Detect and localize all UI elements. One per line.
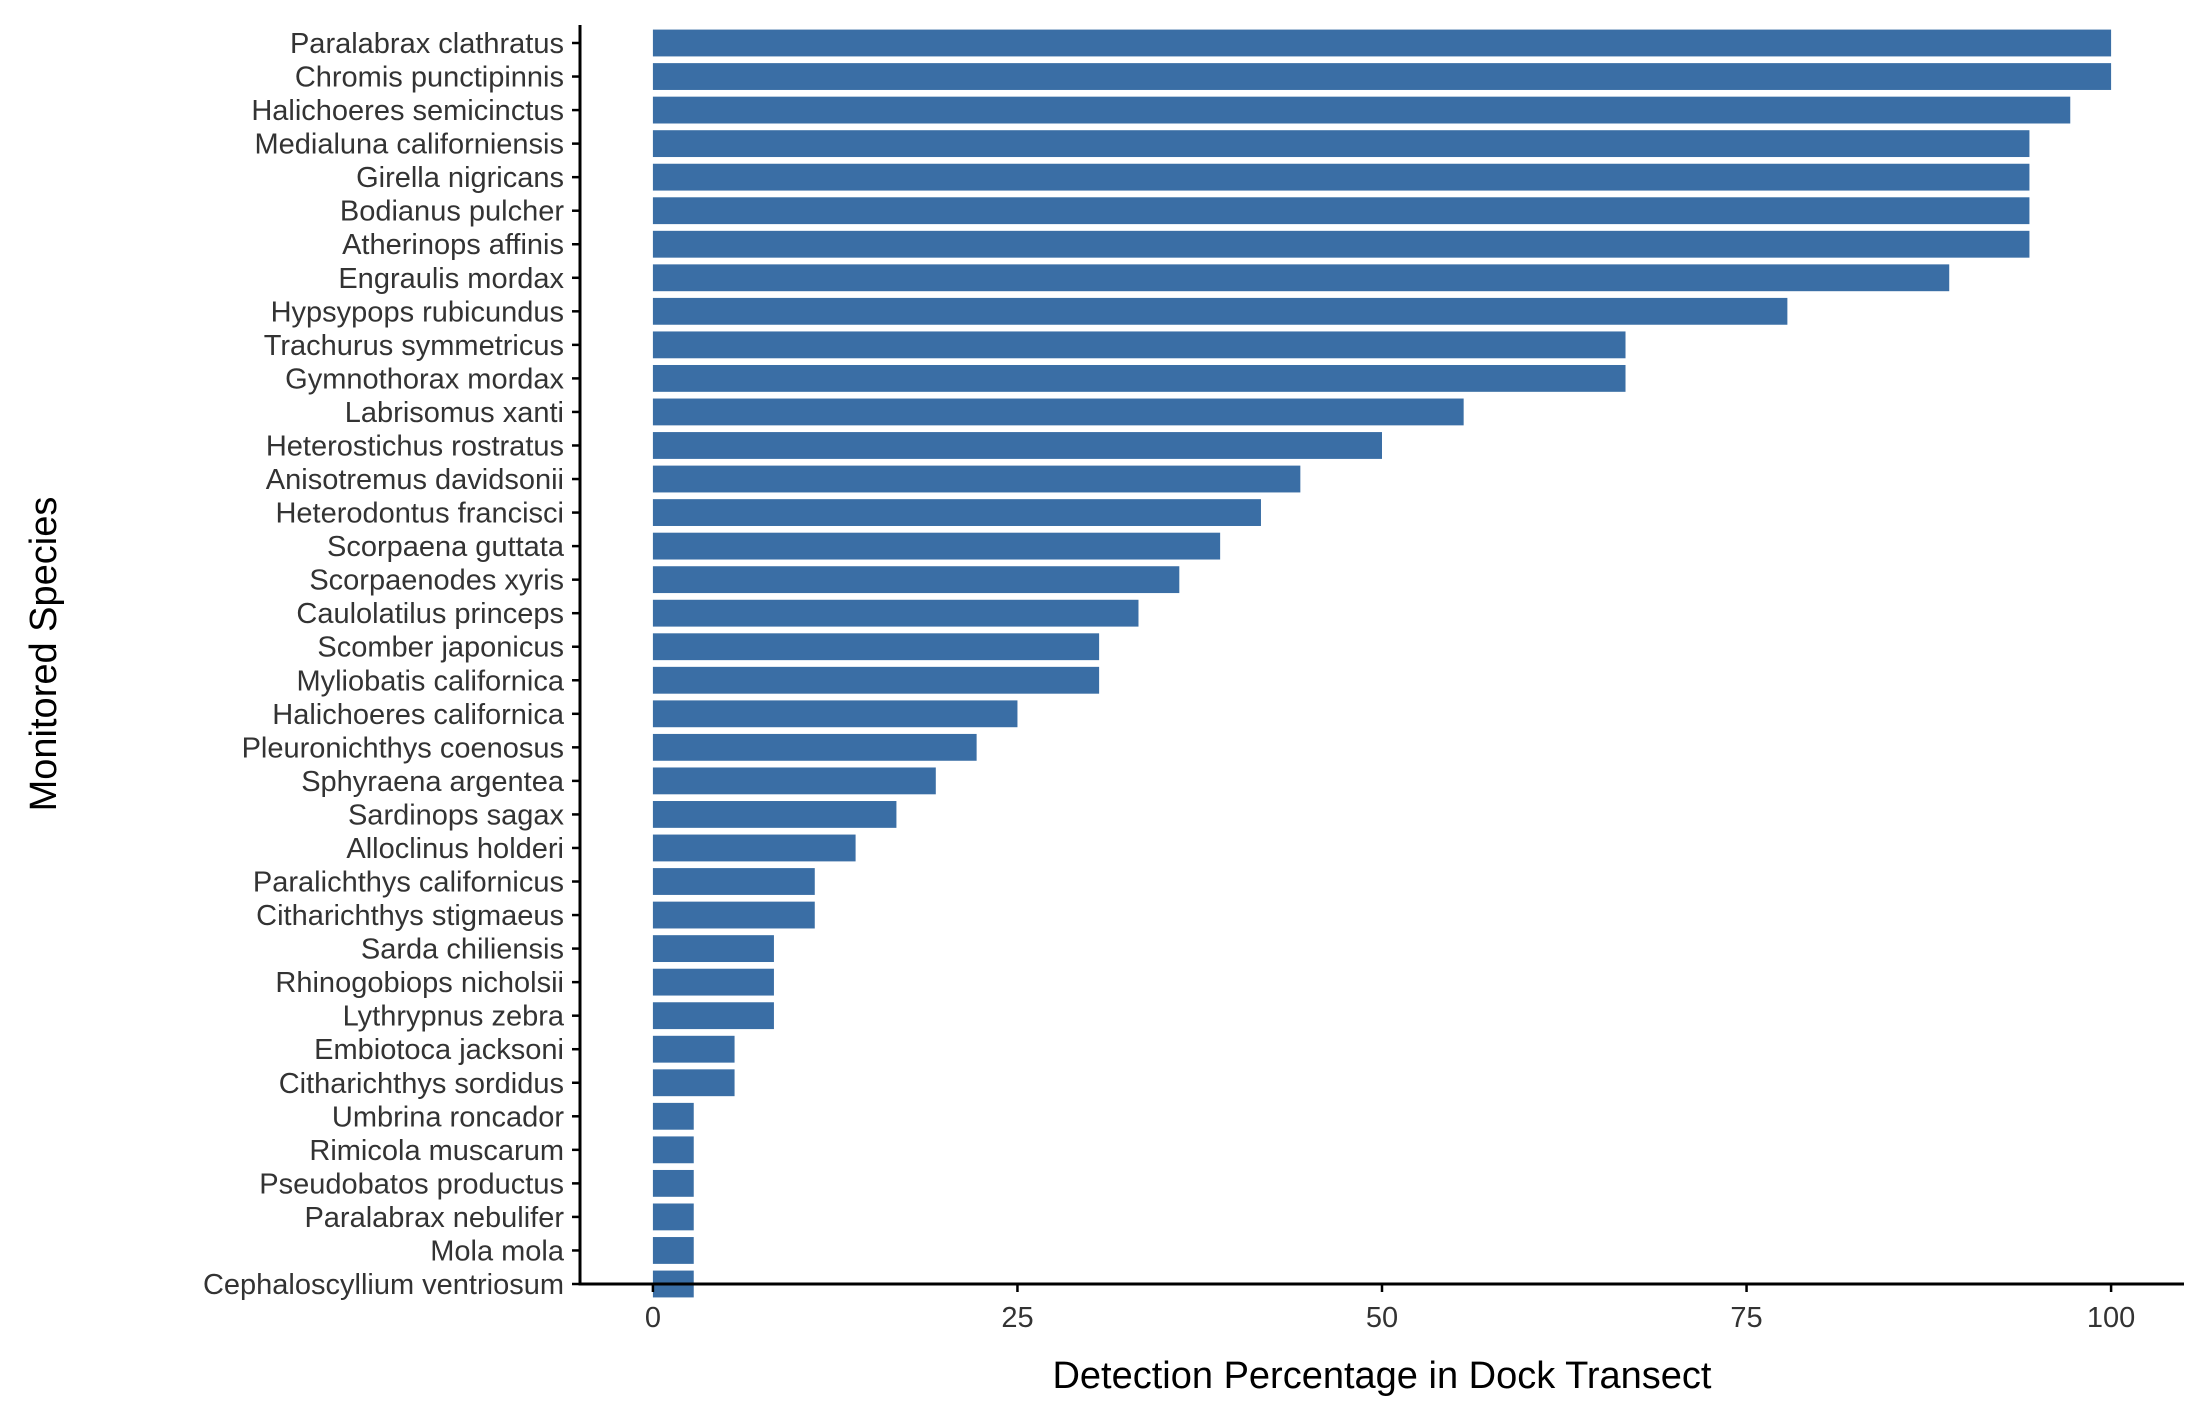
bar (652, 834, 856, 862)
bar (652, 130, 2030, 158)
y-tick-label: Heterostichus rostratus (266, 430, 564, 462)
y-tick-label: Atherinops affinis (342, 229, 564, 261)
x-tick-label: 75 (1730, 1302, 1762, 1334)
y-tick-label: Citharichthys stigmaeus (256, 900, 564, 932)
bar (652, 230, 2030, 258)
bar (652, 935, 774, 963)
y-tick-label: Halichoeres californica (272, 699, 565, 731)
bar (652, 499, 1261, 526)
y-tick-label: Anisotremus davidsonii (266, 464, 564, 496)
x-tick-label: 0 (645, 1302, 661, 1334)
y-tick-label: Scorpaenodes xyris (309, 565, 564, 597)
y-tick-label: Medialuna californiensis (255, 129, 565, 161)
y-tick-label: Bodianus pulcher (340, 196, 564, 228)
bar (652, 364, 1626, 392)
bar (652, 566, 1180, 594)
bar (652, 1136, 694, 1164)
y-tick-label: Lythrypnus zebra (343, 1001, 565, 1033)
bar (652, 633, 1100, 661)
y-tick-label: Trachurus symmetricus (264, 330, 564, 362)
bar (652, 96, 2071, 124)
y-tick-label: Gymnothorax mordax (285, 363, 564, 395)
bar (652, 1203, 694, 1231)
bar (652, 297, 1788, 325)
y-tick-label: Sarda chiliensis (361, 934, 564, 966)
bar (652, 1069, 735, 1097)
y-tick-label: Pleuronichthys coenosus (242, 732, 564, 764)
bar (652, 432, 1382, 459)
y-tick-label: Paralabrax clathratus (290, 28, 564, 60)
bar (652, 733, 977, 761)
bar (652, 968, 774, 996)
y-tick-label: Paralichthys californicus (253, 867, 564, 899)
y-tick-label: Rimicola muscarum (309, 1135, 564, 1167)
bar (652, 1002, 774, 1030)
x-tick-label: 25 (1001, 1302, 1033, 1334)
bar (652, 700, 1018, 728)
bar (652, 63, 2112, 90)
y-tick-label: Chromis punctipinnis (295, 62, 564, 94)
bar (652, 901, 815, 929)
y-axis-title: Monitored Species (23, 497, 65, 812)
y-tick-label: Halichoeres semicinctus (251, 95, 564, 127)
bar (652, 1237, 694, 1264)
y-tick-label: Alloclinus holderi (346, 833, 564, 865)
y-tick-label: Scomber japonicus (317, 632, 564, 664)
y-tick-label: Hypsypops rubicundus (271, 296, 564, 328)
y-tick-label: Heterodontus francisci (275, 498, 564, 530)
bar (652, 1169, 694, 1197)
bar (652, 1102, 694, 1130)
bar (652, 163, 2030, 191)
bar (652, 29, 2112, 57)
bar (652, 465, 1301, 493)
y-tick-label: Sardinops sagax (348, 799, 565, 831)
x-axis-ticks: 0 25 50 75 100 (645, 1284, 2135, 1334)
bar (652, 398, 1464, 426)
bars-group (652, 29, 2112, 1298)
x-tick-label: 100 (2087, 1302, 2135, 1334)
y-tick-label: Embiotoca jacksoni (314, 1034, 564, 1066)
y-tick-label: Sphyraena argentea (301, 766, 565, 798)
y-tick-label: Mola mola (430, 1235, 565, 1267)
x-tick-label: 50 (1366, 1302, 1398, 1334)
y-tick-label: Rhinogobiops nicholsii (275, 967, 564, 999)
bar (652, 801, 897, 828)
y-tick-label: Girella nigricans (356, 162, 564, 194)
y-tick-label: Cephaloscyllium ventriosum (203, 1269, 564, 1301)
y-tick-label: Umbrina roncador (332, 1101, 564, 1133)
bar (652, 331, 1626, 359)
bar (652, 767, 936, 795)
bar (652, 197, 2030, 225)
bar (652, 264, 1950, 292)
x-axis-title: Detection Percentage in Dock Transect (1052, 1355, 1711, 1397)
bar (652, 868, 815, 895)
y-tick-label: Paralabrax nebulifer (304, 1202, 564, 1234)
y-tick-label: Caulolatilus princeps (296, 598, 564, 630)
bar (652, 666, 1100, 694)
bar (652, 599, 1139, 627)
y-tick-label: Labrisomus xanti (345, 397, 564, 429)
y-tick-label: Scorpaena guttata (327, 531, 565, 563)
bar (652, 1035, 735, 1063)
y-tick-label: Pseudobatos productus (259, 1168, 564, 1200)
y-tick-label: Myliobatis californica (296, 665, 564, 697)
y-tick-label: Engraulis mordax (338, 263, 564, 295)
bar (652, 532, 1221, 560)
y-tick-label: Citharichthys sordidus (279, 1068, 564, 1100)
